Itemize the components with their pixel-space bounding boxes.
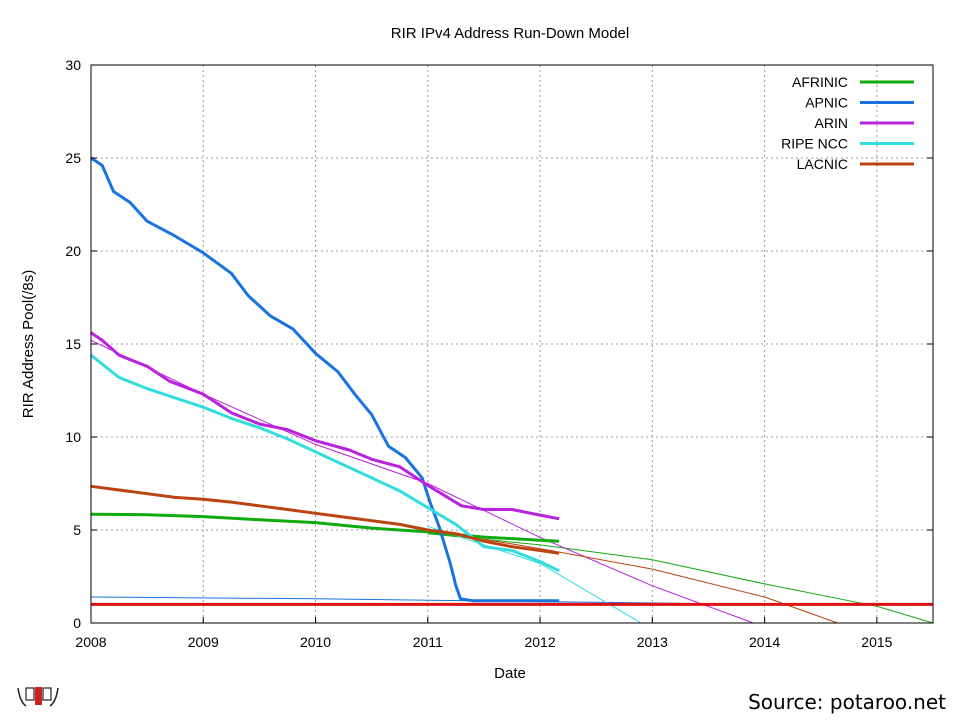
chart-title: RIR IPv4 Address Run-Down Model	[391, 25, 629, 42]
potaroo-logo-icon	[17, 687, 59, 707]
y-axis-label: RIR Address Pool(/8s)	[20, 270, 37, 418]
x-tick-label: 2010	[300, 634, 331, 650]
legend-label: APNIC	[805, 95, 848, 111]
y-tick-label: 5	[73, 522, 81, 538]
series-lines	[90, 156, 560, 603]
x-tick-label: 2013	[637, 634, 668, 650]
y-tick-label: 30	[65, 57, 81, 73]
series-line-afrinic	[90, 512, 560, 543]
y-tick-label: 20	[65, 243, 81, 259]
legend-label: LACNIC	[797, 156, 848, 172]
legend-label: RIPE NCC	[781, 136, 848, 152]
x-tick-label: 2009	[188, 634, 219, 650]
y-tick-label: 15	[65, 336, 81, 352]
series-line-lacnic	[90, 484, 560, 555]
x-tick-label: 2015	[861, 634, 892, 650]
y-tick-label: 0	[73, 615, 81, 631]
series-line-arin	[90, 331, 560, 521]
x-tick-label: 2012	[524, 634, 555, 650]
legend-label: AFRINIC	[792, 74, 848, 90]
series-line-apnic	[90, 156, 560, 603]
x-tick-label: 2011	[413, 634, 443, 650]
source-attribution: Source: potaroo.net	[748, 690, 946, 714]
x-tick-label: 2014	[749, 634, 780, 650]
x-axis-label: Date	[494, 665, 526, 682]
x-tick-label: 2008	[75, 634, 106, 650]
legend-label: ARIN	[815, 115, 848, 131]
model-projection-line	[483, 538, 838, 624]
legend: AFRINIC APNIC ARIN RIPE NCC LACNIC	[781, 74, 914, 172]
y-tick-label: 10	[65, 429, 81, 445]
y-tick-label: 25	[65, 150, 81, 166]
series-line-ripe-ncc	[90, 354, 560, 573]
axis-ticks: 2008 2009 2010 2011 2012 2013 2014 2015 0 5 10 15 20…	[65, 57, 933, 650]
model-lines	[90, 339, 934, 624]
model-projection-line	[427, 533, 934, 624]
